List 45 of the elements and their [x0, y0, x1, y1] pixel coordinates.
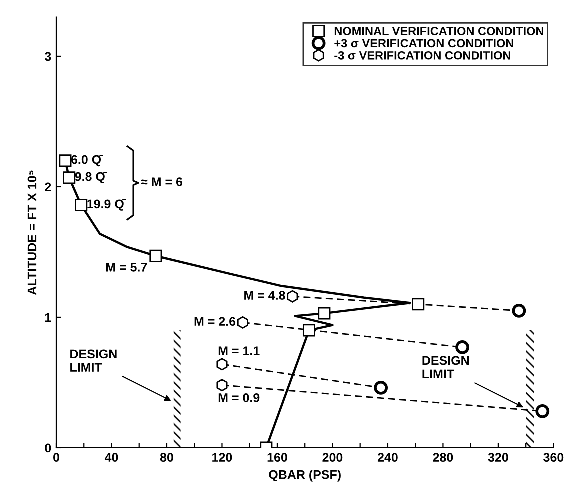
annotation: 6.0 Q̄ — [71, 155, 104, 167]
annotation: M = 2.6 — [194, 317, 236, 326]
x-tick-label: 240 — [378, 453, 398, 462]
point — [456, 340, 470, 354]
x-tick-label: 80 — [160, 453, 174, 462]
point — [302, 324, 316, 337]
point — [536, 404, 550, 418]
y-tick-label: 1 — [45, 313, 52, 322]
annotation: ≈ M = 6 — [141, 178, 183, 186]
x-axis-title: QBAR (PSF) — [269, 470, 341, 482]
point — [59, 154, 72, 168]
x-tick-label: 320 — [488, 453, 508, 462]
annotation: M = 5.7 — [106, 263, 148, 272]
point — [512, 304, 526, 318]
point — [287, 290, 298, 303]
point — [237, 316, 248, 329]
x-tick-label: 200 — [322, 453, 343, 462]
annotation: M = 0.9 — [218, 393, 260, 402]
annotation: DESIGN LIMIT — [70, 350, 117, 372]
y-tick-label: 2 — [45, 182, 52, 192]
y-tick-label: 3 — [44, 52, 52, 62]
x-tick-label: 280 — [433, 453, 454, 462]
y-tick-label: 0 — [45, 444, 52, 453]
x-tick-label: 0 — [54, 453, 60, 462]
point — [412, 298, 425, 311]
annotation: 19.9 Q̄ — [88, 199, 126, 211]
x-tick-label: 40 — [104, 453, 118, 462]
annotation: DESIGN LIMIT — [422, 356, 469, 378]
legend-label: NOMINAL VERIFICATION CONDITION — [334, 27, 544, 36]
legend-label: -3 σ VERIFICATION CONDITION — [334, 51, 510, 60]
point — [374, 381, 388, 395]
point — [75, 198, 88, 212]
x-tick-label: 360 — [544, 453, 564, 462]
point — [63, 172, 76, 184]
annotation: M = 1.1 — [218, 346, 260, 356]
y-axis-title: ALTITUDE = FT X 10⁵ — [28, 170, 37, 296]
annotation: M = 4.8 — [244, 291, 286, 300]
point — [318, 307, 331, 320]
annotation: 9.8 Q̄ — [75, 172, 108, 184]
point — [150, 250, 162, 262]
point — [216, 358, 228, 371]
point — [216, 379, 228, 392]
legend-label: +3 σ VERIFICATION CONDITION — [334, 39, 514, 48]
x-tick-label: 120 — [212, 453, 232, 462]
x-tick-label: 160 — [268, 453, 288, 462]
